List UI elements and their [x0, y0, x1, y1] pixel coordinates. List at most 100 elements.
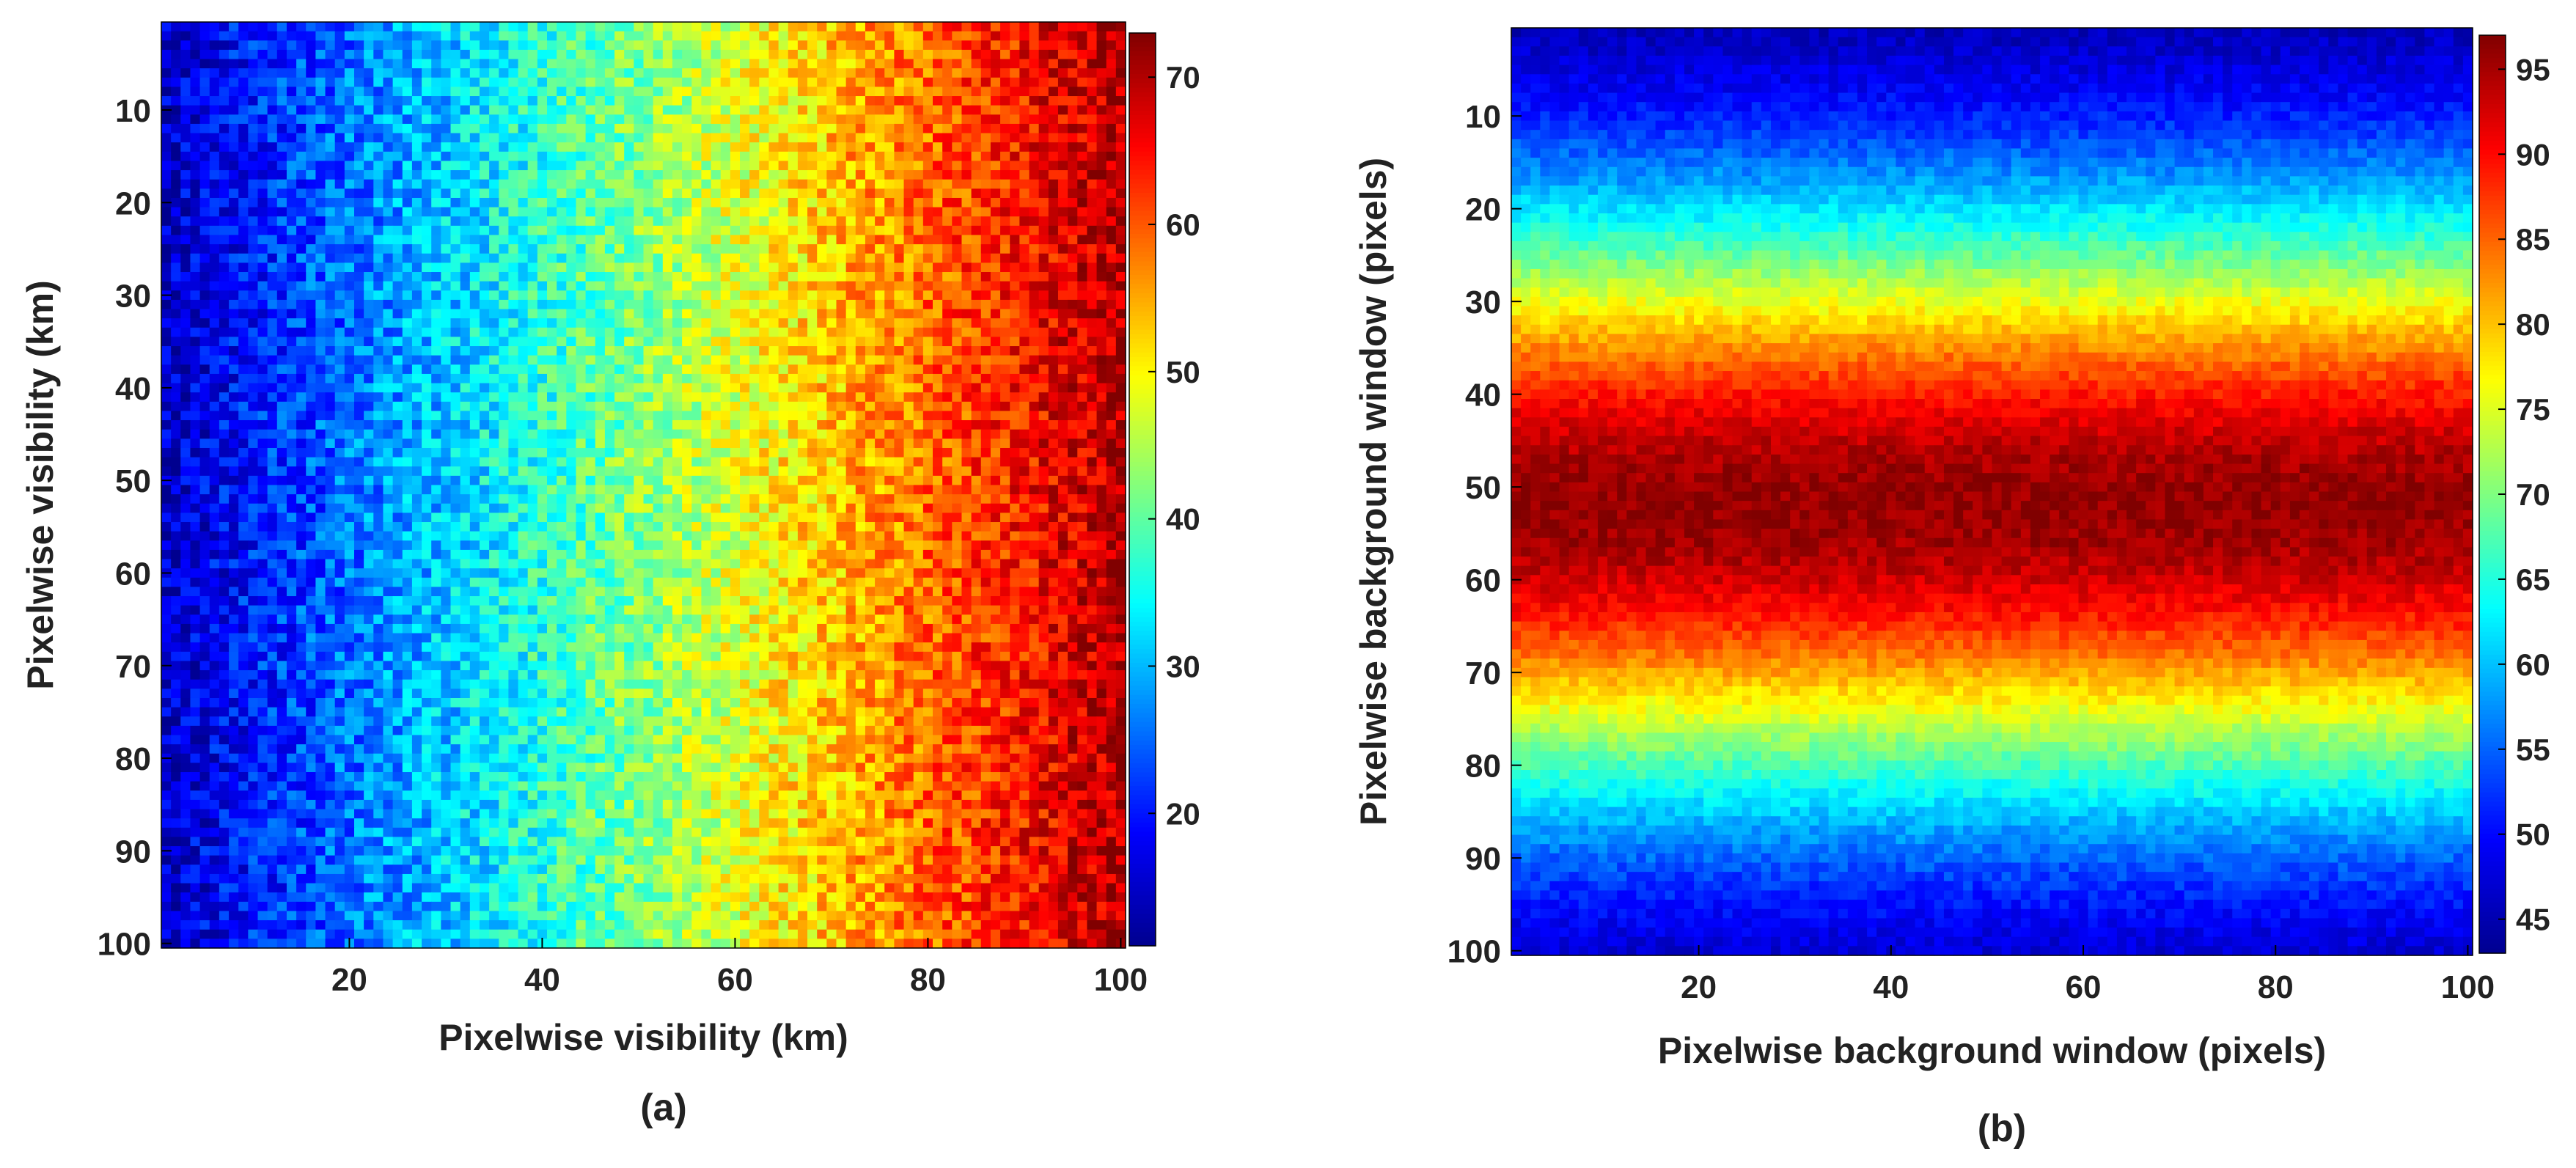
heatmap-cell	[508, 96, 518, 106]
heatmap-cell	[258, 106, 268, 115]
heatmap-cell	[219, 170, 230, 180]
heatmap-cell	[161, 272, 172, 282]
heatmap-cell	[865, 87, 876, 96]
heatmap-cell	[576, 78, 586, 87]
heatmap-cell	[904, 180, 914, 189]
heatmap-cell	[807, 188, 818, 198]
heatmap-cell	[875, 198, 885, 207]
heatmap-cell	[499, 198, 509, 207]
heatmap-cell	[933, 216, 943, 226]
heatmap-cell	[489, 170, 499, 180]
heatmap-cell	[1000, 244, 1010, 254]
heatmap-cell	[1116, 142, 1126, 152]
heatmap-cell	[518, 198, 529, 207]
heatmap-cell	[441, 124, 451, 133]
heatmap-cell	[933, 50, 943, 59]
heatmap-cell	[759, 22, 769, 32]
heatmap-cell	[451, 216, 461, 226]
heatmap-cell	[691, 180, 702, 189]
heatmap-cell	[614, 262, 625, 272]
heatmap-cell	[682, 226, 692, 235]
heatmap-cell	[846, 226, 856, 235]
heatmap-cell	[653, 235, 664, 244]
heatmap-cell	[258, 96, 268, 106]
heatmap-cell	[315, 22, 326, 32]
heatmap-cell	[287, 40, 297, 50]
heatmap-cell	[547, 142, 557, 152]
heatmap-cell	[1097, 188, 1107, 198]
heatmap-cell	[1049, 133, 1059, 143]
heatmap-cell	[961, 161, 972, 170]
heatmap-cell	[566, 87, 576, 96]
heatmap-cell	[518, 226, 529, 235]
heatmap-cell	[326, 207, 336, 217]
heatmap-cell	[470, 170, 480, 180]
heatmap-cell	[383, 114, 393, 124]
heatmap-cell	[740, 262, 750, 272]
heatmap-cell	[972, 188, 982, 198]
heatmap-cell	[229, 142, 239, 152]
heatmap-cell	[768, 124, 779, 133]
heatmap-cell	[412, 87, 422, 96]
heatmap-cell	[480, 32, 490, 41]
heatmap-cell	[865, 22, 876, 32]
heatmap-cell	[624, 226, 634, 235]
heatmap-cell	[489, 133, 499, 143]
heatmap-cell	[326, 170, 336, 180]
heatmap-cell	[624, 142, 634, 152]
heatmap-cell	[537, 188, 548, 198]
heatmap-cell	[229, 106, 239, 115]
heatmap-cell	[991, 22, 1001, 32]
heatmap-cell	[1019, 50, 1030, 59]
heatmap-cell	[335, 198, 345, 207]
heatmap-cell	[238, 272, 249, 282]
heatmap-cell	[287, 59, 297, 69]
heatmap-cell	[296, 254, 307, 263]
heatmap-cell	[210, 207, 220, 217]
heatmap-cell	[1030, 207, 1040, 217]
heatmap-cell	[923, 106, 933, 115]
heatmap-cell	[403, 32, 413, 41]
heatmap-cell	[238, 235, 249, 244]
heatmap-cell	[576, 198, 586, 207]
heatmap-cell	[451, 78, 461, 87]
heatmap-cell	[190, 262, 200, 272]
heatmap-cell	[759, 188, 769, 198]
heatmap-cell	[296, 50, 307, 59]
heatmap-cell	[672, 262, 683, 272]
heatmap-cell	[364, 50, 374, 59]
heatmap-cell	[701, 142, 711, 152]
heatmap-cell	[923, 114, 933, 124]
heatmap-cell	[904, 142, 914, 152]
heatmap-cell	[1049, 40, 1059, 50]
heatmap-cell	[422, 244, 432, 254]
heatmap-cell	[865, 254, 876, 263]
heatmap-cell	[190, 170, 200, 180]
heatmap-cell	[566, 244, 576, 254]
heatmap-cell	[537, 124, 548, 133]
heatmap-cell	[210, 124, 220, 133]
heatmap-cell	[315, 50, 326, 59]
heatmap-cell	[904, 133, 914, 143]
heatmap-cell	[1030, 244, 1040, 254]
heatmap-cell	[817, 207, 827, 217]
heatmap-cell	[248, 106, 258, 115]
heatmap-cell	[1049, 244, 1059, 254]
heatmap-cell	[672, 78, 683, 87]
heatmap-cell	[884, 198, 895, 207]
heatmap-cell	[470, 40, 480, 50]
heatmap-cell	[576, 133, 586, 143]
heatmap-cell	[296, 96, 307, 106]
heatmap-cell	[508, 59, 518, 69]
heatmap-cell	[296, 142, 307, 152]
heatmap-cell	[422, 50, 432, 59]
heatmap-cell	[508, 207, 518, 217]
heatmap-cell	[586, 96, 596, 106]
heatmap-cell	[595, 40, 606, 50]
heatmap-cell	[190, 272, 200, 282]
heatmap-cell	[373, 226, 384, 235]
heatmap-cell	[663, 124, 673, 133]
heatmap-cell	[354, 152, 364, 161]
heatmap-cell	[614, 198, 625, 207]
heatmap-cell	[682, 96, 692, 106]
